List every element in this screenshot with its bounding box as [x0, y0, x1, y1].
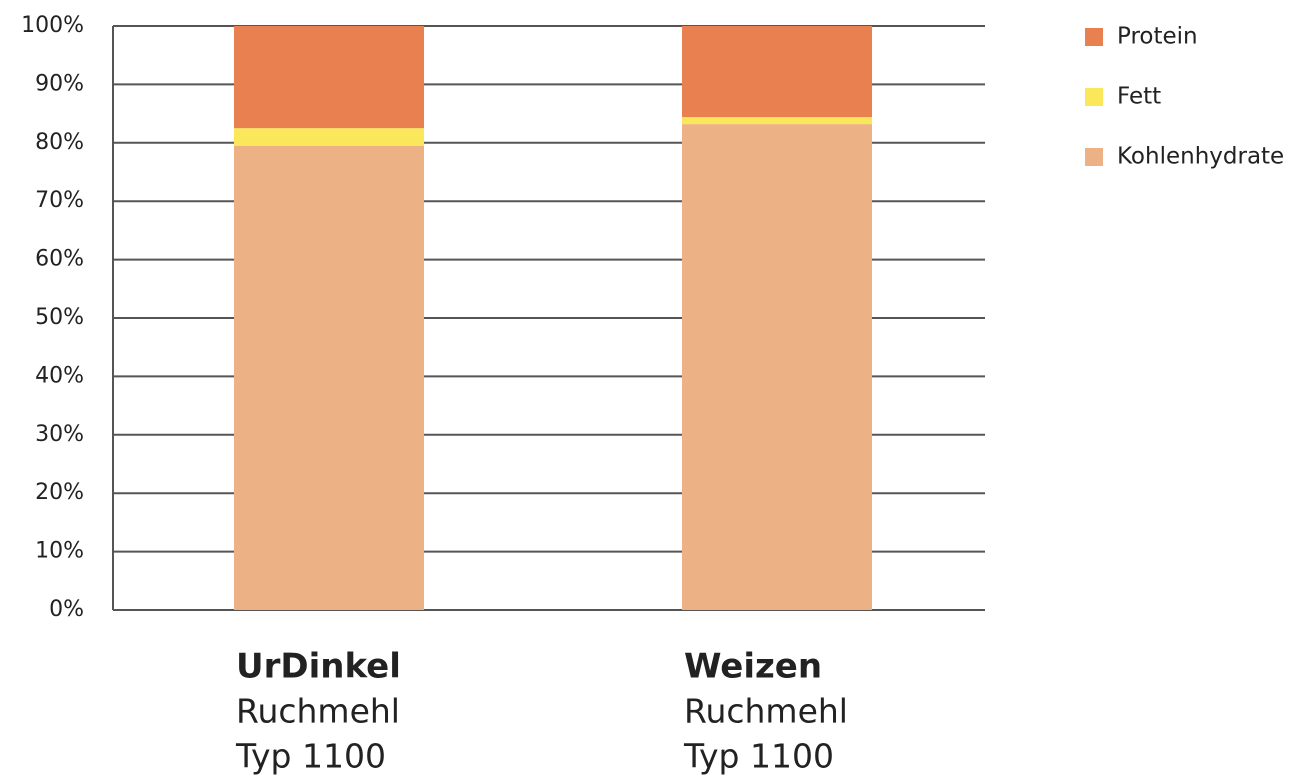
x-tick-label: UrDinkel — [236, 647, 401, 687]
bar-segment — [234, 26, 424, 129]
x-tick-label: Ruchmehl — [684, 692, 848, 731]
y-tick-label: 10% — [35, 539, 84, 564]
x-tick-label: Typ 1100 — [235, 737, 386, 776]
bar-segment — [234, 128, 424, 146]
y-tick-label: 100% — [21, 13, 84, 38]
y-tick-label: 0% — [49, 597, 84, 622]
bar-segment — [682, 124, 872, 610]
x-tick-label: Typ 1100 — [683, 737, 834, 776]
legend-swatch — [1085, 88, 1103, 106]
y-tick-label: 30% — [35, 422, 84, 447]
legend-swatch — [1085, 148, 1103, 166]
legend-swatch — [1085, 28, 1103, 46]
y-tick-label: 20% — [35, 480, 84, 505]
y-tick-label: 70% — [35, 188, 84, 213]
x-tick-label: Ruchmehl — [236, 692, 400, 731]
legend-label: Kohlenhydrate — [1117, 144, 1284, 170]
bar-segment — [682, 117, 872, 125]
bar-segment — [234, 145, 424, 610]
legend-label: Protein — [1117, 24, 1198, 50]
y-tick-label: 80% — [35, 130, 84, 155]
y-tick-label: 50% — [35, 305, 84, 330]
y-tick-label: 90% — [35, 71, 84, 96]
bar-segment — [682, 26, 872, 118]
y-tick-label: 60% — [35, 247, 84, 272]
x-tick-label: Weizen — [684, 647, 822, 687]
legend-label: Fett — [1117, 84, 1161, 110]
y-tick-label: 40% — [35, 363, 84, 388]
